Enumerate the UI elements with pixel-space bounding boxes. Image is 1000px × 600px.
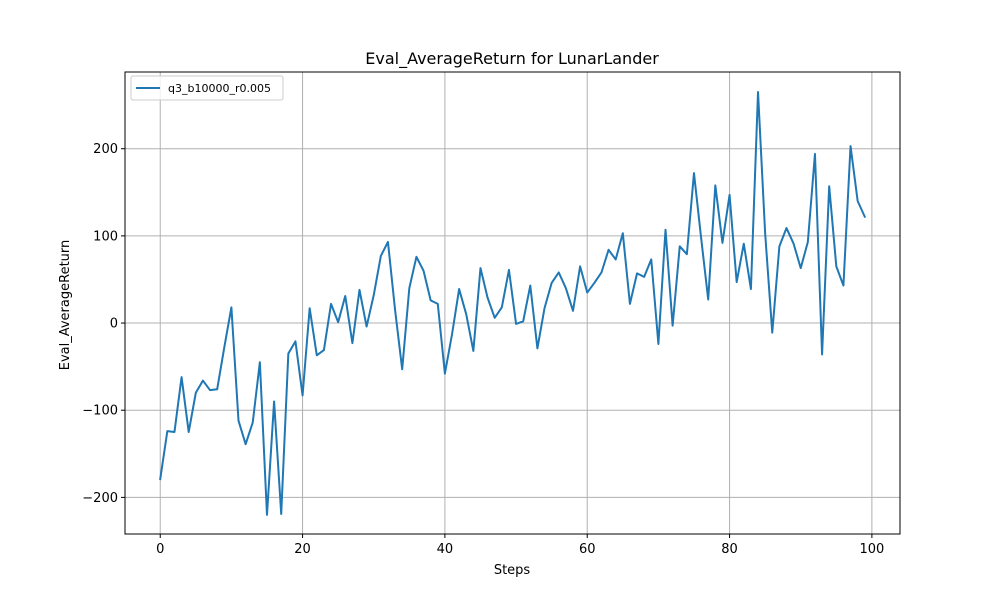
legend-box: [130, 75, 284, 101]
x-tick-label: 80: [721, 542, 738, 557]
plot-frame: [124, 71, 901, 535]
x-tick-label: 0: [156, 542, 164, 557]
x-tick-label: 20: [294, 542, 311, 557]
y-axis-label: Eval_AverageReturn: [58, 240, 73, 371]
legend: q3_b10000_r0.005: [130, 75, 284, 101]
y-tick-label: 200: [93, 142, 118, 157]
x-axis-label: Steps: [494, 563, 531, 578]
y-axis-ticks: −200 −100 0 100 200: [82, 142, 125, 506]
series-line: [159, 91, 867, 516]
x-tick-label: 60: [579, 542, 596, 557]
y-tick-label: 0: [110, 317, 118, 332]
x-tick-label: 40: [437, 542, 454, 557]
legend-label: q3_b10000_r0.005: [168, 82, 271, 95]
y-tick-label: 100: [93, 229, 118, 244]
y-tick-label: −200: [82, 491, 118, 506]
chart-title: Eval_AverageReturn for LunarLander: [365, 49, 659, 69]
x-axis-ticks: 0 20 40 60 80 100: [156, 534, 884, 557]
y-tick-label: −100: [82, 404, 118, 419]
x-tick-label: 100: [859, 542, 884, 557]
series-layer: [159, 91, 867, 516]
